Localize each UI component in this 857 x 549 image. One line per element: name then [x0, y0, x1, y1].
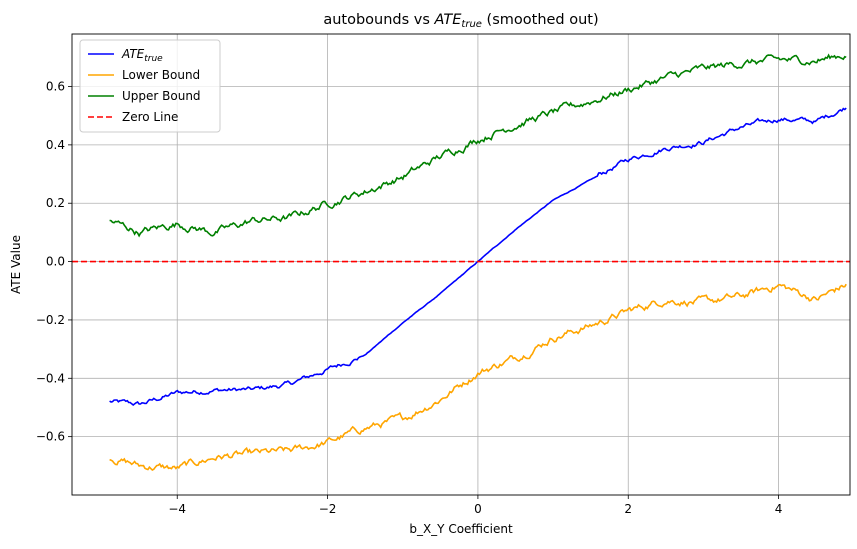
axis-ticks: −4 −2 0 2 4 −0.6 −0.4 −0.2 0.0 0.2 0.4 0.6 [36, 80, 783, 516]
legend-label-ate-true: ATEtrue [121, 47, 163, 64]
legend-label-upper-bound: Upper Bound [122, 89, 201, 103]
y-tick-label: −0.4 [36, 371, 65, 385]
plot-area-frame [71, 33, 851, 496]
y-tick-label: 0.6 [46, 80, 65, 94]
y-tick-label: −0.6 [36, 430, 65, 444]
legend-box [79, 39, 221, 133]
series-line-upper-bound [109, 53, 847, 238]
legend-label-zero-line: Zero Line [122, 110, 178, 124]
y-axis-label: ATE Value [9, 235, 23, 294]
y-tick-label: 0.2 [46, 196, 65, 210]
y-tick-label: 0.0 [46, 255, 65, 269]
x-tick-label: −4 [168, 502, 186, 516]
chart-title: autobounds vs ATEtrue (smoothed out) [323, 12, 598, 30]
series-line-lower-bound [109, 283, 847, 471]
legend-label-lower-bound: Lower Bound [122, 68, 200, 82]
y-tick-label: 0.4 [46, 138, 65, 152]
series-lines [72, 53, 850, 471]
x-tick-label: 4 [775, 502, 783, 516]
x-axis-label: b_X_Y Coefficient [409, 522, 513, 536]
x-tick-label: −2 [319, 502, 337, 516]
legend: ATEtrue Lower Bound Upper Bound Zero Lin… [79, 39, 221, 133]
x-tick-label: 0 [474, 502, 482, 516]
x-tick-label: 2 [624, 502, 632, 516]
y-tick-label: −0.2 [36, 313, 65, 327]
